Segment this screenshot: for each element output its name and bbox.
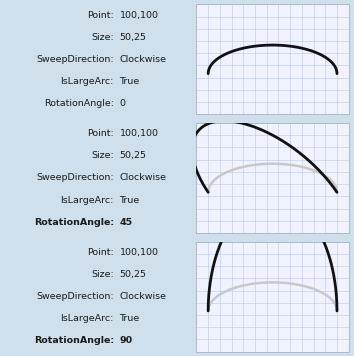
Text: 45: 45 xyxy=(120,218,133,226)
Text: 100,100: 100,100 xyxy=(120,130,159,138)
Text: Size:: Size: xyxy=(91,270,114,279)
Text: Clockwise: Clockwise xyxy=(120,55,166,64)
Text: Point:: Point: xyxy=(87,11,114,20)
Text: Size:: Size: xyxy=(91,33,114,42)
Text: Point:: Point: xyxy=(87,130,114,138)
Text: 90: 90 xyxy=(120,336,133,345)
Text: Size:: Size: xyxy=(91,151,114,161)
Text: RotationAngle:: RotationAngle: xyxy=(34,336,114,345)
Text: True: True xyxy=(120,77,140,86)
Text: 100,100: 100,100 xyxy=(120,248,159,257)
Text: Clockwise: Clockwise xyxy=(120,173,166,183)
Text: IsLargeArc:: IsLargeArc: xyxy=(61,314,114,323)
Text: RotationAngle:: RotationAngle: xyxy=(44,99,114,108)
Text: SweepDirection:: SweepDirection: xyxy=(36,55,114,64)
Text: IsLargeArc:: IsLargeArc: xyxy=(61,77,114,86)
Text: 100,100: 100,100 xyxy=(120,11,159,20)
Text: True: True xyxy=(120,195,140,205)
Text: True: True xyxy=(120,314,140,323)
Text: 50,25: 50,25 xyxy=(120,33,147,42)
Text: SweepDirection:: SweepDirection: xyxy=(36,173,114,183)
Text: IsLargeArc:: IsLargeArc: xyxy=(61,195,114,205)
Text: 50,25: 50,25 xyxy=(120,270,147,279)
Text: Point:: Point: xyxy=(87,248,114,257)
Text: 50,25: 50,25 xyxy=(120,151,147,161)
Text: RotationAngle:: RotationAngle: xyxy=(34,218,114,226)
Text: SweepDirection:: SweepDirection: xyxy=(36,292,114,301)
Text: Clockwise: Clockwise xyxy=(120,292,166,301)
Text: 0: 0 xyxy=(120,99,126,108)
